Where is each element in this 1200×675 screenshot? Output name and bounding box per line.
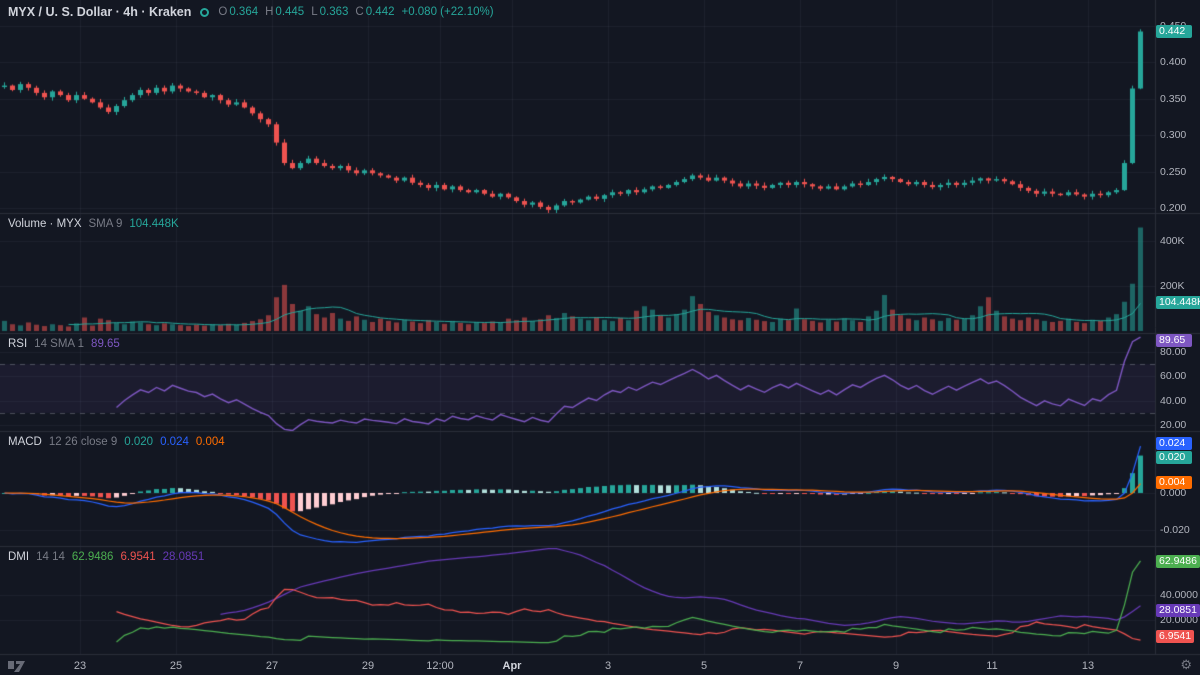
low-label: L — [311, 6, 318, 18]
ohlc-close: C 0.442 — [355, 5, 394, 19]
dmi-plus-di-value: 62.9486 — [71, 551, 114, 563]
time-axis-label: 3 — [604, 660, 612, 672]
close-label: C — [355, 6, 364, 18]
volume-scale-label: 200K — [1160, 280, 1185, 292]
settings-gear-icon[interactable]: ⚙ — [1180, 657, 1192, 672]
time-axis-label: Apr — [502, 660, 522, 672]
rsi-value: 89.65 — [91, 338, 120, 350]
dmi-params: 14 14 — [36, 551, 65, 563]
macd-signal-value: 0.004 — [195, 436, 225, 448]
volume-ma-value: 104.448K — [129, 218, 179, 230]
time-axis-label: 29 — [361, 660, 375, 672]
dmi-title: DMI — [8, 551, 30, 563]
symbol-title: MYX / U. S. Dollar · 4h · Kraken — [8, 5, 192, 19]
time-axis-label: 23 — [73, 660, 87, 672]
open-label: O — [218, 6, 228, 18]
time-axis-label: 27 — [265, 660, 279, 672]
market-status-icon[interactable] — [200, 7, 210, 17]
low-value: 0.363 — [319, 6, 349, 18]
volume-legend[interactable]: Volume · MYX SMA 9 104.448K — [8, 217, 179, 231]
time-axis-label: 9 — [892, 660, 900, 672]
dmi-adx-value: 28.0851 — [162, 551, 205, 563]
ohlc-high: H 0.445 — [265, 5, 304, 19]
rsi-scale-label: 60.00 — [1160, 370, 1187, 382]
change-value: +0.080 (+22.10%) — [401, 6, 494, 18]
time-axis-label: 5 — [700, 660, 708, 672]
price-scale-label: 0.200 — [1160, 202, 1187, 214]
macd-legend[interactable]: MACD 12 26 close 9 0.020 0.024 0.004 — [8, 435, 225, 449]
dmi-legend[interactable]: DMI 14 14 62.9486 6.9541 28.0851 — [8, 550, 204, 564]
rsi-scale-label: 40.00 — [1160, 395, 1187, 407]
macd-hist-value: 0.020 — [124, 436, 154, 448]
price-scale-label: 0.250 — [1160, 166, 1187, 178]
rsi-params: 14 SMA 1 — [34, 338, 85, 350]
tradingview-logo[interactable] — [8, 658, 32, 672]
dmi-scale-label: 40.0000 — [1160, 589, 1198, 601]
ohlc-open: O 0.364 — [218, 5, 258, 19]
dmi-minus-di-value: 6.9541 — [120, 551, 156, 563]
time-axis-label: 12:00 — [426, 660, 454, 672]
volume-title: Volume · MYX — [8, 218, 82, 230]
time-axis-label: 13 — [1081, 660, 1095, 672]
high-label: H — [265, 6, 274, 18]
macd-params: 12 26 close 9 — [48, 436, 118, 448]
price-scale-label: 0.400 — [1160, 56, 1187, 68]
time-axis-label: 11 — [986, 660, 998, 672]
rsi-legend[interactable]: RSI 14 SMA 1 89.65 — [8, 337, 120, 351]
price-scale-label: 0.300 — [1160, 129, 1187, 141]
price-scale-label: 0.350 — [1160, 93, 1187, 105]
symbol-legend[interactable]: MYX / U. S. Dollar · 4h · Kraken O 0.364… — [8, 5, 494, 19]
macd-scale-label: 0.000 — [1160, 487, 1187, 499]
macd-line-value: 0.024 — [160, 436, 189, 448]
volume-ma-label: SMA 9 — [88, 218, 123, 230]
rsi-scale-label: 20.00 — [1160, 419, 1187, 431]
close-value: 0.442 — [365, 6, 395, 18]
rsi-title: RSI — [8, 338, 28, 350]
open-value: 0.364 — [229, 6, 259, 18]
time-axis-label: 7 — [796, 660, 804, 672]
price-scale-label: 0.450 — [1160, 20, 1187, 32]
rsi-scale-label: 80.00 — [1160, 346, 1187, 358]
high-value: 0.445 — [275, 6, 305, 18]
ohlc-low: L 0.363 — [311, 5, 348, 19]
dmi-scale-label: 20.0000 — [1160, 614, 1198, 626]
macd-scale-label: -0.020 — [1160, 524, 1190, 536]
time-axis-label: 25 — [169, 660, 183, 672]
volume-scale-label: 400K — [1160, 235, 1185, 247]
macd-title: MACD — [8, 436, 42, 448]
